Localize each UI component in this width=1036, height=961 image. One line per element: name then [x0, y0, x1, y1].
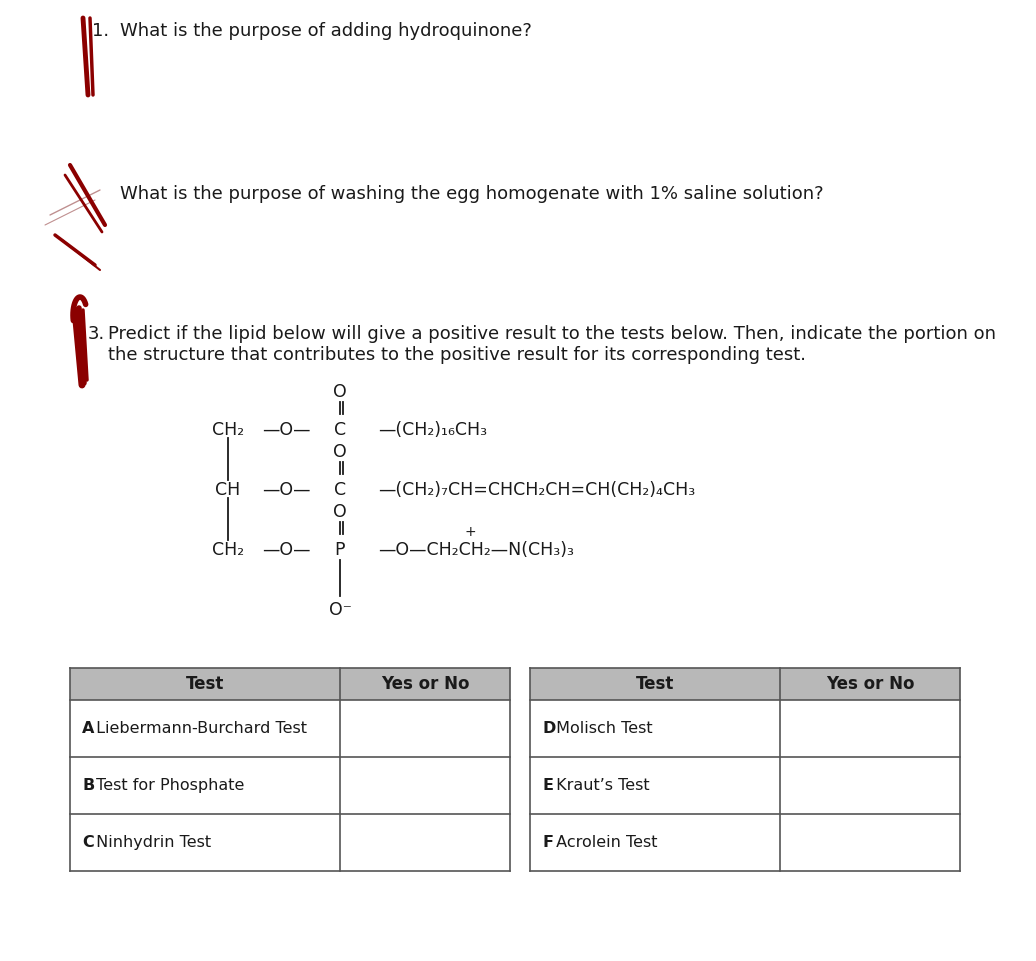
Text: C: C [334, 481, 346, 499]
Text: Yes or No: Yes or No [381, 675, 469, 693]
Text: —O—CH₂CH₂—N(CH₃)₃: —O—CH₂CH₂—N(CH₃)₃ [378, 541, 574, 559]
Bar [70, 668, 510, 700]
Text: What is the purpose of washing the egg homogenate with 1% saline solution?: What is the purpose of washing the egg h… [120, 185, 824, 203]
Text: —(CH₂)₇CH=CHCH₂CH=CH(CH₂)₄CH₃: —(CH₂)₇CH=CHCH₂CH=CH(CH₂)₄CH₃ [378, 481, 695, 499]
Text: Ninhydrin Test: Ninhydrin Test [91, 835, 211, 850]
Text: Acrolein Test: Acrolein Test [551, 835, 658, 850]
Text: Kraut’s Test: Kraut’s Test [551, 778, 650, 793]
Text: What is the purpose of adding hydroquinone?: What is the purpose of adding hydroquino… [120, 22, 531, 40]
Text: —O—: —O— [262, 421, 310, 439]
Text: A: A [82, 721, 94, 736]
Text: P: P [335, 541, 345, 559]
Text: B: B [82, 778, 94, 793]
Text: Liebermann-Burchard Test: Liebermann-Burchard Test [91, 721, 307, 736]
Text: F: F [542, 835, 553, 850]
Text: Test for Phosphate: Test for Phosphate [91, 778, 244, 793]
Text: Yes or No: Yes or No [826, 675, 914, 693]
Text: E: E [542, 778, 553, 793]
Text: CH: CH [215, 481, 240, 499]
Text: Test: Test [636, 675, 674, 693]
Text: CH₂: CH₂ [212, 541, 244, 559]
Text: O: O [334, 443, 347, 461]
Text: 3.: 3. [88, 325, 106, 343]
Text: —O—: —O— [262, 481, 310, 499]
Text: O: O [334, 503, 347, 521]
Text: Molisch Test: Molisch Test [551, 721, 653, 736]
Text: C: C [82, 835, 93, 850]
Text: C: C [334, 421, 346, 439]
Text: +: + [464, 525, 476, 539]
Text: the structure that contributes to the positive result for its corresponding test: the structure that contributes to the po… [108, 346, 806, 364]
Text: Predict if the lipid below will give a positive result to the tests below. Then,: Predict if the lipid below will give a p… [108, 325, 996, 343]
Text: 1.: 1. [92, 22, 109, 40]
Text: O: O [334, 383, 347, 401]
Text: Test: Test [185, 675, 224, 693]
Text: —(CH₂)₁₆CH₃: —(CH₂)₁₆CH₃ [378, 421, 487, 439]
Text: CH₂: CH₂ [212, 421, 244, 439]
Text: D: D [542, 721, 555, 736]
Text: O⁻: O⁻ [328, 601, 351, 619]
Text: —O—: —O— [262, 541, 310, 559]
Bar [530, 668, 960, 700]
